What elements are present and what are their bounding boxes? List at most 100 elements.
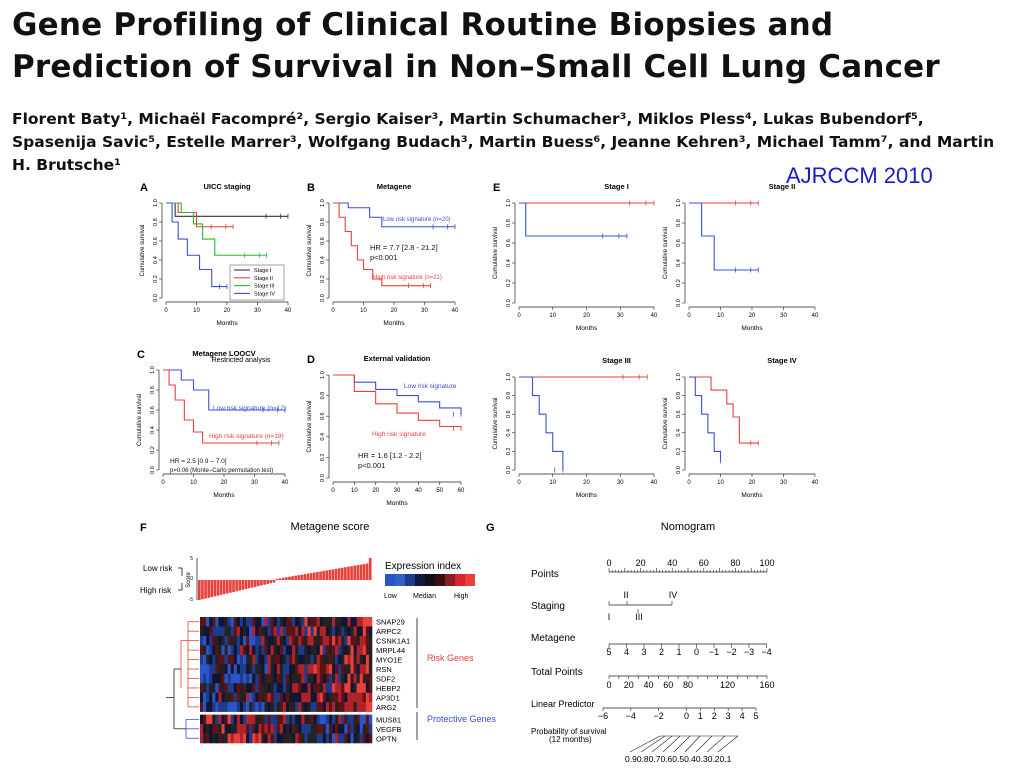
author-list: Florent Baty¹, Michaël Facompré², Sergio… xyxy=(12,110,995,174)
km-plot: 1.0 0.8 0.6 0.4 0.2 0.0 0 10 20 30 40 Months Cumulat… xyxy=(140,182,292,327)
score-bar xyxy=(269,580,273,584)
plot-annotation: p<0.001 xyxy=(370,253,397,262)
expression-color-scale xyxy=(385,574,475,586)
nomogram-label: III xyxy=(635,612,643,622)
x-tick-label: 20 xyxy=(391,308,398,314)
x-tick-label: 10 xyxy=(717,480,724,486)
y-tick-label: 0.8 xyxy=(676,219,682,227)
y-tick-label: 0.0 xyxy=(150,466,156,474)
y-tick-label: 0.6 xyxy=(506,410,512,418)
nomogram-label: 3 xyxy=(641,647,646,657)
expression-heatmap xyxy=(200,617,373,744)
panel-letter: D xyxy=(307,354,315,366)
nomogram-label: (12 months) xyxy=(549,735,592,744)
nomogram-label: 0 xyxy=(694,647,699,657)
nomogram-label: −3 xyxy=(744,647,754,657)
x-tick-label: 10 xyxy=(717,313,724,319)
gene-label: ARG2 xyxy=(376,703,396,712)
gene-labels: SNAP29ARPC2CSNK1A1MRPL44MYO1ERSNSDF2HEBP… xyxy=(376,618,410,744)
y-tick-label: 1.0 xyxy=(676,373,682,381)
nomogram-label: 40 xyxy=(643,680,653,690)
survival-curve xyxy=(519,376,564,470)
score-bar xyxy=(229,580,232,593)
nomogram-label: Linear Predictor xyxy=(531,699,595,709)
x-tick-label: 20 xyxy=(224,308,231,314)
gene-dendrogram xyxy=(166,621,199,739)
gene-label: VEGFB xyxy=(376,725,401,734)
gene-label: CSNK1A1 xyxy=(376,637,410,646)
score-bar xyxy=(368,558,372,580)
y-tick-label: 0.6 xyxy=(676,239,682,247)
y-axis-label: Cumulative survival xyxy=(307,224,313,276)
score-bar xyxy=(235,580,238,592)
y-tick-label: 0.4 xyxy=(506,259,512,267)
y-tick-label: 0.6 xyxy=(153,237,159,245)
gene-label: HEBP2 xyxy=(376,684,401,693)
panel-letter: A xyxy=(140,182,148,194)
score-bar xyxy=(344,567,347,580)
y-tick-label: 0.2 xyxy=(320,454,326,462)
legend-entry: Stage II xyxy=(254,276,273,282)
gene-label: RSN xyxy=(376,665,392,674)
score-bar xyxy=(210,580,214,598)
nomogram-label: IV xyxy=(669,590,678,600)
score-bar xyxy=(322,570,325,580)
plot-annotation: High risk signature (n=19) xyxy=(209,433,284,440)
x-tick-label: 40 xyxy=(415,488,422,494)
score-bar xyxy=(340,567,344,580)
svg-text:Low: Low xyxy=(384,593,398,600)
y-axis-label: Cumulative survival xyxy=(137,394,143,446)
panel-f: F Metagene score Low risk High risk Scor… xyxy=(140,521,497,744)
plot-annotation: Low risk signature (n=12) xyxy=(213,405,286,412)
score-bar xyxy=(278,578,282,580)
score-bar xyxy=(238,580,242,591)
x-axis-label: Months xyxy=(383,320,405,327)
y-tick-label: 0.0 xyxy=(320,294,326,302)
y-tick-label: 0.0 xyxy=(676,466,682,474)
nomogram-label: −6 xyxy=(598,711,608,721)
y-tick-label: 1.0 xyxy=(506,373,512,381)
score-bar xyxy=(219,580,223,595)
score-bar xyxy=(291,576,294,580)
score-bar xyxy=(353,565,356,580)
x-tick-label: 0 xyxy=(331,488,335,494)
x-tick-label: 40 xyxy=(285,308,292,314)
y-tick-label: 0.6 xyxy=(320,237,326,245)
nomogram-label: 4 xyxy=(740,711,745,721)
km-plot: 1.0 0.8 0.6 0.4 0.2 0.0 0 10 20 30 40 Months Cumulat… xyxy=(307,182,459,327)
survival-curve xyxy=(166,202,227,288)
gene-label: SNAP29 xyxy=(376,618,405,627)
survival-curve xyxy=(163,369,279,444)
survival-curve xyxy=(163,369,285,411)
panel-letter: C xyxy=(137,349,145,361)
x-tick-label: 40 xyxy=(651,480,658,486)
x-axis-label: Months xyxy=(741,492,763,499)
x-tick-label: 30 xyxy=(394,488,401,494)
score-bar xyxy=(359,564,363,580)
nomogram-label: Probability of survival xyxy=(531,727,607,736)
survival-curve xyxy=(166,202,234,228)
nomogram-label: 0.90.80.70.60.50.40.30.20.1 xyxy=(625,754,732,764)
legend-entry: Stage IV xyxy=(254,291,275,297)
km-plot: 1.0 0.8 0.6 0.4 0.2 0.0 0 10 20 30 40 Months Cumulat… xyxy=(137,349,289,499)
score-bar xyxy=(288,576,291,580)
journal-citation: AJRCCM 2010 xyxy=(786,163,933,188)
plot-title: Stage I xyxy=(604,182,629,191)
score-bar xyxy=(201,580,204,600)
survival-curve xyxy=(519,202,627,237)
survival-curve xyxy=(333,202,431,287)
score-bar xyxy=(328,569,332,580)
x-tick-label: 30 xyxy=(617,480,624,486)
y-tick-label: 0.0 xyxy=(320,474,326,482)
score-bar xyxy=(294,575,297,580)
x-tick-label: 0 xyxy=(517,480,521,486)
score-bar xyxy=(356,565,360,580)
protective-genes-label: Protective Genes xyxy=(427,714,497,724)
nomogram-label: 5 xyxy=(753,711,758,721)
plot-title: UICC staging xyxy=(203,182,251,191)
x-tick-label: 10 xyxy=(549,313,556,319)
km-plot: 1.0 0.8 0.6 0.4 0.2 0.0 0 10 20 30 40 Months Cumulat… xyxy=(663,356,819,499)
y-axis-label: Cumulative survival xyxy=(493,227,499,279)
gene-label: ARPC2 xyxy=(376,627,401,636)
x-tick-label: 30 xyxy=(421,308,428,314)
